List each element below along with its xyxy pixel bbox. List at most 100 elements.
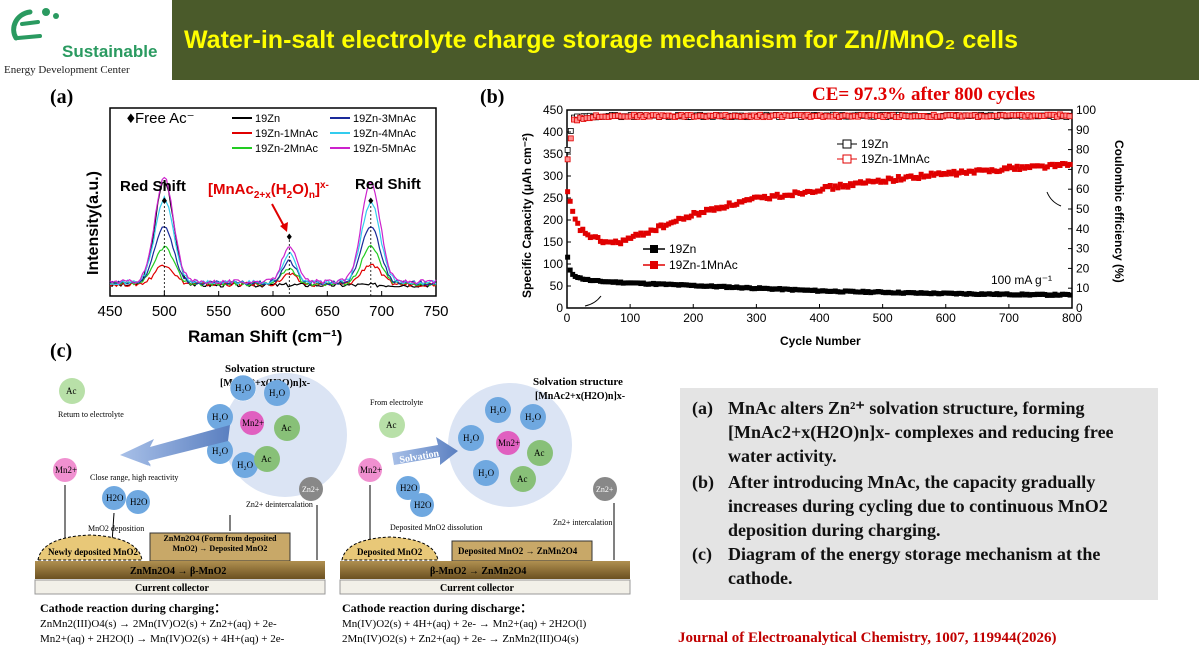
capacity-point (792, 189, 798, 195)
capacity-point (911, 175, 917, 181)
capacity-point (994, 169, 1000, 175)
raman-legend-label: 19Zn-3MnAc (353, 113, 416, 125)
panel-label-b: (b) (480, 86, 505, 108)
capacity-point (736, 285, 742, 291)
capacity-point (650, 280, 656, 286)
capacity-point (698, 283, 704, 289)
capacity-point (1001, 165, 1007, 171)
capacity-point (1039, 163, 1045, 169)
capacity-point (704, 206, 710, 212)
discharge-ac-1 (527, 440, 553, 466)
charge-mn-center-label: Mn2+ (242, 418, 264, 428)
capacity-point (1001, 291, 1007, 297)
capacity-point (863, 289, 869, 295)
capacity-point (729, 202, 735, 208)
capacity-point (754, 194, 760, 200)
capacity-point (999, 167, 1005, 173)
capacity-point (946, 169, 952, 175)
capacity-point (1032, 163, 1038, 169)
summary-item-b: (b) After introducing MnAc, the capacity… (692, 470, 1152, 542)
capacity-point (635, 280, 641, 286)
cycling-y2-tick-label: 100 (1076, 103, 1096, 117)
capacity-point (986, 291, 992, 297)
capacity-point (653, 282, 659, 288)
raman-x-tick-label: 750 (423, 303, 448, 320)
capacity-point (964, 291, 970, 297)
solvation-arrow (392, 437, 458, 465)
capacity-point (754, 285, 760, 291)
capacity-point (943, 290, 949, 296)
capacity-point (830, 186, 836, 192)
capacity-point (792, 286, 798, 292)
capacity-point (807, 287, 813, 293)
capacity-point (936, 170, 942, 176)
charge-ac-2-label: Ac (261, 454, 272, 464)
capacity-point (946, 290, 952, 296)
discharge-eq1: Mn(IV)O2(s) + 4H+(aq) + 2e- → Mn2+(aq) +… (342, 618, 587, 630)
journal-citation: Journal of Electroanalytical Chemistry, … (678, 630, 1057, 646)
svg-text:H₂O: H₂O (269, 388, 286, 398)
capacity-point (681, 216, 687, 222)
capacity-point (908, 290, 914, 296)
capacity-point (784, 286, 790, 292)
capacity-point (696, 283, 702, 289)
capacity-point (832, 288, 838, 294)
capacity-point (739, 199, 745, 205)
capacity-point (805, 188, 811, 194)
raman-x-tick-label: 700 (369, 303, 394, 320)
capacity-point (648, 227, 654, 233)
capacity-point (638, 281, 644, 287)
capacity-point (567, 198, 573, 204)
capacity-point (615, 240, 621, 246)
capacity-point (810, 189, 816, 195)
capacity-point (582, 230, 588, 236)
capacity-point (618, 279, 624, 285)
raman-ylabel: Intensity(a.u.) (85, 171, 102, 275)
capacity-point (741, 198, 747, 204)
capacity-point (981, 167, 987, 173)
capacity-point (1034, 163, 1040, 169)
capacity-point (883, 290, 889, 296)
capacity-point (696, 212, 702, 218)
capacity-point (847, 181, 853, 187)
cycling-y2-tick-label: 30 (1076, 242, 1090, 256)
capacity-point (592, 234, 598, 240)
raman-legend-label: 19Zn-5MnAc (353, 143, 416, 155)
raman-x-tick-label: 600 (260, 303, 285, 320)
capacity-point (645, 281, 651, 287)
capacity-point (595, 235, 601, 241)
charge-eq1: ZnMn2(III)O4(s) → 2Mn(IV)O2(s) + Zn2+(aq… (40, 618, 277, 630)
cycling-y2label: Coulombic efficiency (%) (1112, 140, 1125, 283)
cycling-x-tick-label: 500 (873, 311, 893, 325)
red-shift-label-right: Red Shift (355, 176, 421, 193)
ce-title: CE= 97.3% after 800 cycles (812, 84, 1036, 105)
capacity-point (668, 220, 674, 226)
capacity-point (587, 235, 593, 241)
capacity-point (676, 282, 682, 288)
cap-legend-label: 19Zn-1MnAc (669, 258, 738, 272)
capacity-point (681, 282, 687, 288)
capacity-point (1067, 292, 1073, 298)
capacity-point (787, 286, 793, 292)
discharge-mn-center (496, 431, 520, 455)
summary-item-c: (c) Diagram of the energy storage mechan… (692, 542, 1152, 590)
capacity-point (1017, 166, 1023, 172)
capacity-point (865, 178, 871, 184)
capacity-point (757, 285, 763, 291)
capacity-point (575, 220, 581, 226)
capacity-point (1009, 165, 1015, 171)
cycling-y-tick-label: 300 (543, 169, 563, 183)
cycling-y2-tick-label: 0 (1076, 301, 1083, 315)
capacity-point (999, 291, 1005, 297)
capacity-point (966, 168, 972, 174)
capacity-point (709, 206, 715, 212)
capacity-point (724, 204, 730, 210)
svg-text:H₂O: H₂O (478, 468, 495, 478)
capacity-point (575, 275, 581, 281)
capacity-point (1060, 291, 1066, 297)
capacity-point (774, 191, 780, 197)
svg-text:H₂O: H₂O (235, 383, 252, 393)
charge-solvation-title: Solvation structure (225, 363, 315, 375)
capacity-point (974, 291, 980, 297)
capacity-point (1044, 164, 1050, 170)
